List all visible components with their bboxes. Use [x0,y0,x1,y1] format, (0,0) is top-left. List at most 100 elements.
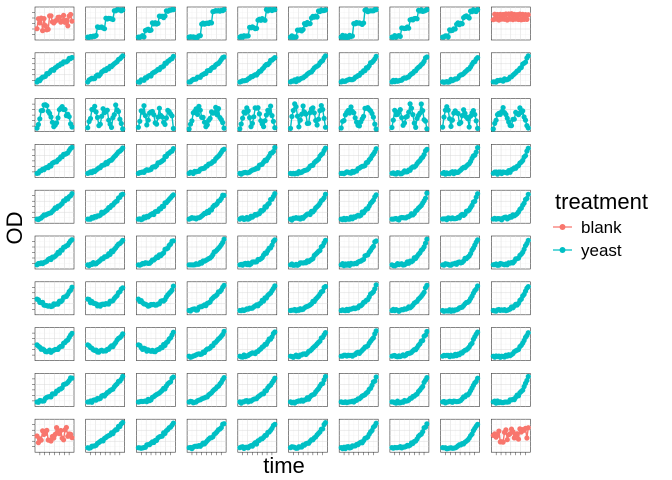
data-point-yeast [120,191,126,197]
data-point-yeast [472,111,478,118]
panel-r0-c7 [389,6,430,41]
data-point-yeast [445,107,451,113]
data-point-yeast [272,7,278,13]
panel-r0-c4 [237,6,278,41]
panel-r3-c3 [186,144,227,178]
panel-r3-c1 [85,144,126,178]
data-point-blank [61,437,67,443]
data-point-yeast [170,125,176,132]
data-point-yeast [424,421,430,427]
data-point-yeast [349,33,355,39]
data-point-yeast [397,107,403,113]
data-point-yeast [220,120,226,126]
data-point-yeast [322,330,329,336]
data-point-yeast [449,117,455,123]
panel-r1-c9 [490,52,531,87]
panel-r2-c9 [490,98,531,132]
panel-r0-c1 [85,6,126,41]
panel-r1-c3 [186,52,227,87]
panel-r7-c5 [287,327,329,361]
data-point-yeast [104,107,110,113]
data-point-blank [500,439,506,445]
data-point-blank [34,26,40,32]
panel-r8-c2 [135,373,176,407]
data-point-yeast [289,113,295,120]
panel-r6-c7 [389,281,430,316]
panel-r3-c2 [135,144,176,178]
data-point-yeast [48,114,54,120]
legend-label-yeast: yeast [581,241,622,260]
data-point-yeast [249,120,255,126]
data-point-yeast [351,110,357,116]
data-point-yeast [418,101,424,107]
data-point-blank [525,425,531,431]
data-point-blank [42,23,49,29]
data-point-blank [514,431,520,437]
panel-r4-c5 [287,189,329,224]
data-point-yeast [221,282,227,288]
data-point-yeast [101,26,108,32]
data-point-yeast [424,375,430,381]
data-point-yeast [373,238,379,244]
data-point-yeast [322,283,329,290]
data-point-yeast [163,115,169,121]
data-point-yeast [120,53,126,59]
data-point-yeast [466,124,472,130]
data-point-yeast [420,337,426,344]
data-point-yeast [256,111,262,117]
panel-r5-c2 [135,235,176,270]
data-point-yeast [118,120,124,127]
data-point-blank [58,427,64,434]
data-point-yeast [170,146,176,152]
legend: treatment blank yeast [553,189,648,260]
panel-r5-c8 [440,235,481,270]
data-point-yeast [392,107,398,113]
data-point-yeast [120,373,126,379]
data-point-yeast [87,115,94,122]
data-point-yeast [421,289,427,295]
data-point-yeast [240,115,246,121]
panel-r9-c0 [32,418,75,456]
data-point-blank [525,12,531,18]
data-point-yeast [120,7,126,13]
data-point-yeast [297,117,303,123]
data-point-yeast [272,329,278,335]
data-point-yeast [322,53,329,59]
data-point-yeast [54,120,60,126]
data-point-yeast [272,283,278,289]
data-point-yeast [162,13,168,19]
data-point-yeast [255,105,261,111]
data-point-yeast [475,283,481,289]
data-point-yeast [318,103,324,109]
data-point-yeast [120,331,126,337]
panel-r6-c8 [440,281,481,316]
data-point-blank [63,424,69,431]
data-point-yeast [221,192,227,198]
legend-key-point-blank [559,224,566,230]
data-point-yeast [272,237,278,243]
data-point-yeast [500,105,506,111]
data-point-yeast [120,145,126,151]
data-point-yeast [186,126,192,132]
data-point-yeast [314,122,320,128]
data-point-yeast [373,192,379,198]
data-point-yeast [458,119,464,126]
data-point-yeast [66,114,72,120]
data-point-yeast [137,118,143,124]
data-point-blank [65,23,71,29]
data-point-yeast [44,103,50,109]
data-point-blank [45,26,51,32]
data-point-yeast [525,330,531,336]
data-point-yeast [197,107,203,113]
data-point-yeast [413,124,419,130]
data-point-yeast [221,7,227,13]
panel-r6-c5 [287,281,329,316]
panel-r0-c2 [135,6,176,41]
data-point-yeast [466,15,472,21]
data-point-yeast [472,198,478,204]
panel-r1-c7 [389,52,430,87]
data-point-yeast [407,101,413,107]
data-point-yeast [245,108,251,114]
data-point-yeast [341,117,347,124]
